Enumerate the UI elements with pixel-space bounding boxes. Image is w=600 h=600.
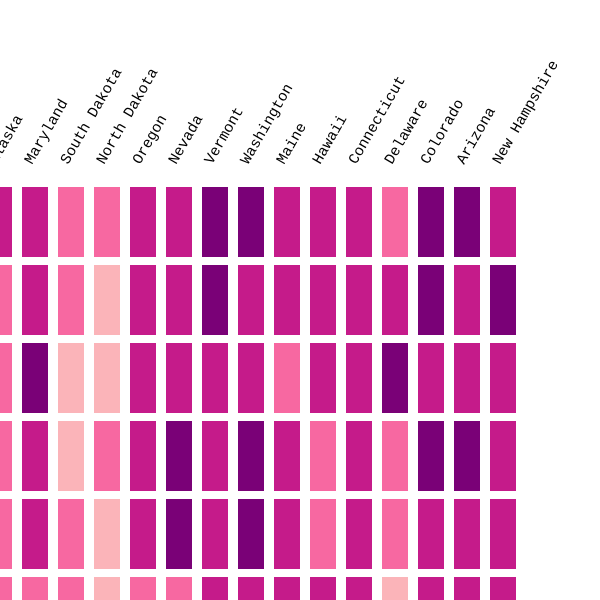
heatmap-cell xyxy=(166,499,192,569)
heatmap-cell xyxy=(418,343,444,413)
heatmap-cell xyxy=(490,343,516,413)
heatmap-cell xyxy=(454,343,480,413)
heatmap-cell xyxy=(0,265,12,335)
heatmap-cell xyxy=(22,265,48,335)
heatmap-cell xyxy=(310,499,336,569)
heatmap-cell xyxy=(130,343,156,413)
heatmap-cell xyxy=(0,187,12,257)
heatmap-cell xyxy=(346,499,372,569)
heatmap-cell xyxy=(382,421,408,491)
heatmap-cell xyxy=(94,187,120,257)
heatmap-cell xyxy=(166,343,192,413)
heatmap-cell xyxy=(58,343,84,413)
heatmap-cell xyxy=(418,577,444,600)
heatmap-cell xyxy=(490,421,516,491)
heatmap-cell xyxy=(418,499,444,569)
heatmap-cell xyxy=(454,499,480,569)
heatmap-cell xyxy=(274,343,300,413)
heatmap-cell xyxy=(454,187,480,257)
heatmap-cell xyxy=(94,577,120,600)
heatmap-cell xyxy=(346,187,372,257)
heatmap-cell xyxy=(94,499,120,569)
heatmap-cell xyxy=(166,265,192,335)
heatmap-cell xyxy=(274,577,300,600)
heatmap-cell xyxy=(454,421,480,491)
heatmap-cell xyxy=(202,265,228,335)
heatmap-cell xyxy=(202,499,228,569)
heatmap-cell xyxy=(0,343,12,413)
heatmap-cell xyxy=(94,343,120,413)
heatmap-cell xyxy=(22,577,48,600)
heatmap-cell xyxy=(454,577,480,600)
heatmap-cell xyxy=(346,577,372,600)
heatmap-cell xyxy=(22,499,48,569)
heatmap-cell xyxy=(346,421,372,491)
heatmap-cell xyxy=(382,499,408,569)
heatmap-cell xyxy=(202,421,228,491)
heatmap-cell xyxy=(130,265,156,335)
column-label: New Hampshire xyxy=(490,58,563,168)
heatmap-cell xyxy=(274,265,300,335)
heatmap-cell xyxy=(274,421,300,491)
heatmap-cell xyxy=(58,421,84,491)
heatmap-cell xyxy=(130,499,156,569)
heatmap-cell xyxy=(58,577,84,600)
heatmap-cell xyxy=(0,421,12,491)
heatmap-cell xyxy=(454,265,480,335)
heatmap-cell xyxy=(22,187,48,257)
heatmap-cell xyxy=(130,421,156,491)
heatmap-cell xyxy=(238,577,264,600)
heatmap-cell xyxy=(418,265,444,335)
heatmap-cell xyxy=(310,265,336,335)
heatmap-cell xyxy=(94,265,120,335)
heatmap-cell xyxy=(238,499,264,569)
heatmap-cell xyxy=(310,187,336,257)
heatmap-cell xyxy=(22,343,48,413)
heatmap-cell xyxy=(58,499,84,569)
heatmap-cell xyxy=(346,265,372,335)
heatmap-cell xyxy=(130,577,156,600)
heatmap-cell xyxy=(490,265,516,335)
heatmap-cell xyxy=(0,499,12,569)
heatmap-cell xyxy=(382,187,408,257)
heatmap-cell xyxy=(238,265,264,335)
column-label: Maine xyxy=(274,120,311,167)
heatmap-cell xyxy=(166,421,192,491)
heatmap-cell xyxy=(202,577,228,600)
heatmap-cell xyxy=(490,577,516,600)
heatmap-cell xyxy=(130,187,156,257)
heatmap-cell xyxy=(310,421,336,491)
heatmap-cell xyxy=(166,577,192,600)
heatmap-cell xyxy=(166,187,192,257)
heatmap-cell xyxy=(382,343,408,413)
heatmap-cell xyxy=(490,187,516,257)
heatmap-cell xyxy=(202,343,228,413)
heatmap-cell xyxy=(490,499,516,569)
heatmap-cell xyxy=(0,577,12,600)
heatmap-cell xyxy=(274,187,300,257)
heatmap-cell xyxy=(310,343,336,413)
heatmap-cell xyxy=(418,421,444,491)
heatmap-cell xyxy=(58,187,84,257)
heatmap-cell xyxy=(238,343,264,413)
heatmap-cell xyxy=(310,577,336,600)
heatmap-cell xyxy=(202,187,228,257)
heatmap-cell xyxy=(418,187,444,257)
heatmap-cell xyxy=(382,577,408,600)
heatmap-cell xyxy=(274,499,300,569)
heatmap-cell xyxy=(346,343,372,413)
heatmap-cell xyxy=(58,265,84,335)
heatmap-cell xyxy=(94,421,120,491)
heatmap-cell xyxy=(22,421,48,491)
heatmap-cell xyxy=(238,187,264,257)
heatmap-cell xyxy=(238,421,264,491)
heatmap-cell xyxy=(382,265,408,335)
